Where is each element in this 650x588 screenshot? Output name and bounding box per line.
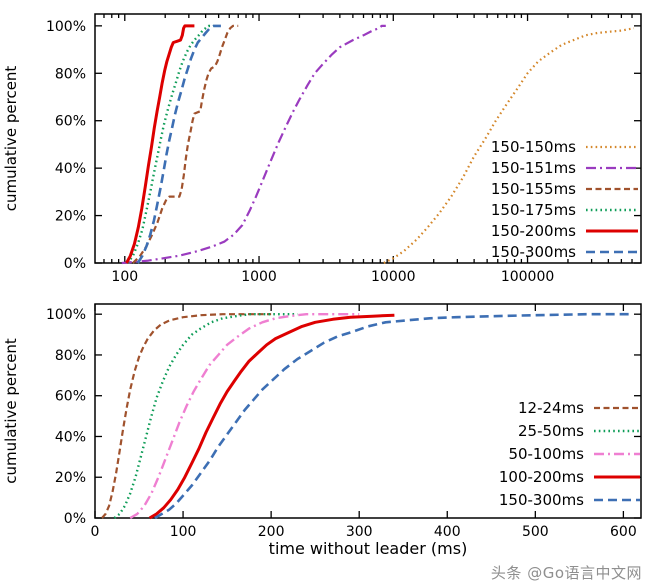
y-tick-label: 80% bbox=[55, 348, 86, 364]
series-line-150-300ms bbox=[136, 24, 221, 264]
x-tick-label: 0 bbox=[91, 524, 100, 540]
plot-border bbox=[94, 303, 642, 519]
legend-label-12-24ms: 12-24ms bbox=[518, 399, 584, 417]
y-tick-label: 100% bbox=[46, 19, 86, 35]
legend-label-150-300ms: 150-300ms bbox=[499, 491, 584, 509]
y-tick-label: 100% bbox=[46, 307, 86, 323]
x-tick-label: 1000 bbox=[241, 269, 277, 285]
legend-label-100-200ms: 100-200ms bbox=[499, 468, 584, 486]
top-chart-log-timescale: 100 1000 10000 100000 0% 20% 40% 60% 80% 100% cumu… bbox=[2, 13, 642, 285]
legend-label-150-150ms: 150-150ms bbox=[491, 138, 576, 156]
series-line-150-300ms bbox=[154, 312, 633, 520]
axes bbox=[94, 304, 641, 519]
y-tick-label: 80% bbox=[55, 66, 86, 82]
series-line-25-50ms bbox=[113, 313, 298, 519]
x-tick-label: 100 bbox=[170, 524, 197, 540]
x-tick-label: 100 bbox=[111, 269, 138, 285]
y-tick-label: 60% bbox=[55, 114, 86, 130]
y-axis-title: cumulative percent bbox=[2, 66, 20, 212]
y-tick-label: 20% bbox=[55, 209, 86, 225]
x-axis-title: time without leader (ms) bbox=[269, 539, 468, 558]
y-tick-label: 60% bbox=[55, 389, 86, 405]
series-line-150-200ms bbox=[125, 24, 195, 264]
legend-label-25-50ms: 25-50ms bbox=[518, 422, 584, 440]
series-line-150-155ms bbox=[132, 24, 239, 264]
bottom-chart-linear-timescale: 0 100 200 300 400 500 600 0% 20% 40% 60% 80% 100% cum… bbox=[2, 303, 642, 558]
series-line-150-175ms bbox=[126, 24, 214, 264]
series-lines bbox=[101, 312, 633, 520]
x-tick-label: 100000 bbox=[501, 269, 554, 285]
x-tick-label: 10000 bbox=[371, 269, 416, 285]
legend-label-150-175ms: 150-175ms bbox=[491, 201, 576, 219]
series-line-100-200ms bbox=[148, 313, 395, 520]
y-tick-label: 40% bbox=[55, 161, 86, 177]
x-tick-label: 500 bbox=[522, 524, 549, 540]
x-tick-label: 200 bbox=[258, 524, 285, 540]
x-tick-label: 300 bbox=[346, 524, 373, 540]
axes bbox=[95, 14, 641, 264]
y-tick-label: 20% bbox=[55, 470, 86, 486]
x-tick-label: 600 bbox=[610, 524, 637, 540]
y-tick-label: 40% bbox=[55, 429, 86, 445]
legend-label-150-155ms: 150-155ms bbox=[491, 180, 576, 198]
axis-labels: 100 1000 10000 100000 0% 20% 40% 60% 80% 100% bbox=[46, 19, 554, 285]
series-lines bbox=[121, 24, 635, 265]
series-line-12-24ms bbox=[101, 313, 272, 519]
legend-label-150-200ms: 150-200ms bbox=[491, 222, 576, 240]
y-tick-label: 0% bbox=[64, 256, 86, 272]
axis-labels: 0 100 200 300 400 500 600 0% 20% 40% 60% 80% 100% bbox=[46, 307, 637, 540]
series-line-50-100ms bbox=[129, 313, 360, 520]
x-tick-label: 400 bbox=[434, 524, 461, 540]
legend: 150-150ms 150-151ms 150-155ms 150-175ms 150-… bbox=[491, 138, 638, 261]
plot-border bbox=[94, 13, 642, 264]
series-line-150-151ms bbox=[121, 24, 386, 265]
y-tick-label: 0% bbox=[64, 511, 86, 527]
legend: 12-24ms 25-50ms 50-100ms 100-200ms 150-300ms bbox=[499, 399, 640, 509]
legend-label-50-100ms: 50-100ms bbox=[508, 445, 584, 463]
watermark: 头条 @Go语言中文网 bbox=[490, 564, 642, 582]
legend-label-150-151ms: 150-151ms bbox=[491, 159, 576, 177]
legend-label-150-300ms: 150-300ms bbox=[491, 243, 576, 261]
y-axis-title: cumulative percent bbox=[2, 338, 20, 484]
